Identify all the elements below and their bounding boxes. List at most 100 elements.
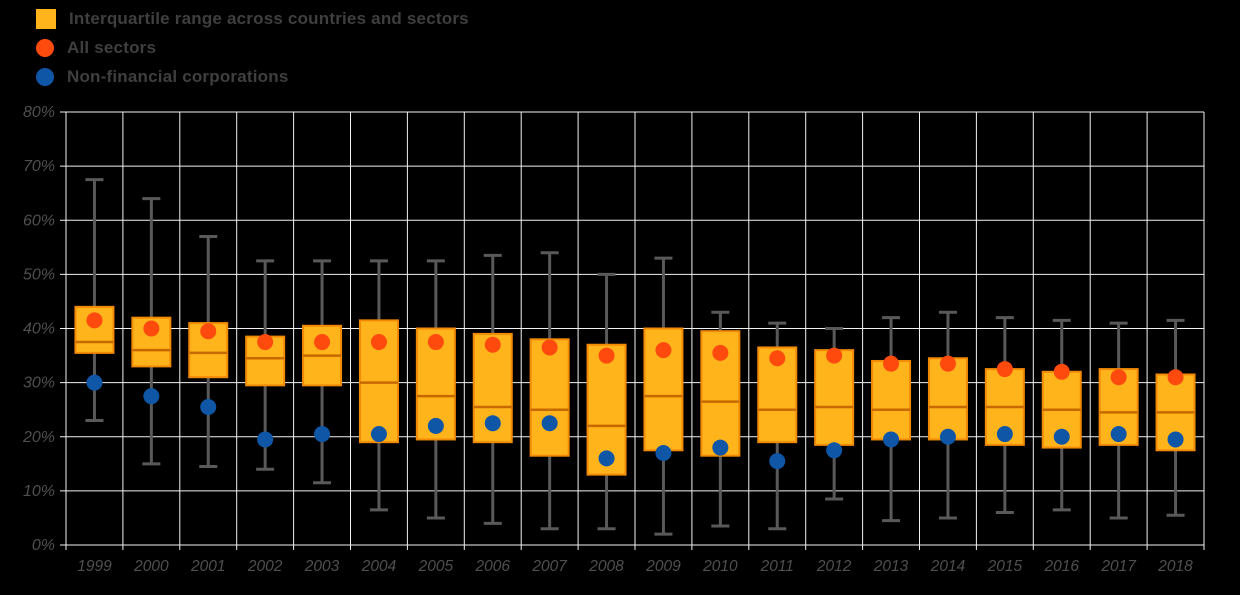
y-tick-label: 10% [23, 483, 55, 500]
all-sectors-dot [143, 320, 160, 337]
boxplot-2017 [1098, 321, 1139, 520]
nfc-dot [1167, 431, 1184, 448]
chart-legend: Interquartile range across countries and… [36, 4, 469, 91]
boxplot-2005 [415, 259, 456, 520]
x-tick-label: 2018 [1157, 558, 1193, 575]
all-sectors-swatch-icon [36, 38, 54, 57]
y-tick-label: 30% [23, 375, 55, 392]
y-tick-label: 70% [23, 158, 55, 175]
all-sectors-dot [712, 344, 729, 361]
nfc-dot [883, 431, 900, 448]
boxplot-2004 [358, 259, 399, 512]
x-tick-label: 2010 [702, 558, 738, 575]
x-tick-label: 2006 [475, 558, 511, 575]
legend-item-iqr: Interquartile range across countries and… [36, 4, 469, 33]
all-sectors-dot [314, 334, 331, 351]
iqr-box [814, 349, 855, 446]
all-sectors-dot [996, 361, 1013, 378]
nfc-dot [86, 374, 103, 391]
x-tick-label: 2005 [418, 558, 454, 575]
all-sectors-dot [370, 334, 387, 351]
all-sectors-dot [86, 312, 103, 329]
all-sectors-dot [655, 342, 672, 359]
y-tick-label: 0% [32, 537, 55, 554]
x-tick-label: 2009 [645, 558, 681, 575]
boxplot-2012 [814, 327, 855, 501]
nfc-dot [826, 442, 843, 459]
iqr-swatch-icon [36, 8, 56, 29]
x-tick-label: 2014 [930, 558, 966, 575]
y-tick-label: 80% [23, 104, 55, 121]
x-tick-label: 2011 [760, 558, 794, 575]
boxplot-2009 [643, 256, 684, 536]
boxplot-2002 [245, 259, 286, 471]
all-sectors-dot [200, 323, 217, 340]
x-tick-label: 2003 [304, 558, 340, 575]
legend-label-iqr: Interquartile range across countries and… [69, 8, 469, 28]
legend-item-nfc: Non-financial corporations [36, 62, 469, 91]
nfc-swatch-icon [36, 67, 54, 86]
y-tick-label: 50% [23, 266, 55, 283]
legend-label-nfc: Non-financial corporations [67, 66, 289, 86]
all-sectors-dot [1167, 369, 1184, 386]
nfc-dot [143, 388, 160, 405]
iqr-box [529, 338, 570, 457]
x-tick-label: 2017 [1100, 558, 1137, 575]
nfc-dot [200, 398, 217, 415]
x-tick-label: 2015 [987, 558, 1023, 575]
nfc-dot [314, 426, 331, 443]
boxplot-2015 [984, 316, 1025, 515]
nfc-dot [712, 439, 729, 456]
x-tick-label: 2007 [531, 558, 568, 575]
y-tick-label: 60% [23, 212, 55, 229]
x-tick-label: 1999 [77, 558, 112, 575]
x-tick-label: 2008 [588, 558, 624, 575]
all-sectors-dot [541, 339, 558, 356]
all-sectors-dot [598, 347, 615, 364]
iqr-box [927, 357, 968, 441]
boxplot-2013 [871, 316, 912, 523]
iqr-box [245, 335, 286, 387]
boxplot-2018 [1155, 318, 1196, 517]
y-tick-label: 40% [23, 321, 55, 338]
boxplot-2014 [927, 310, 968, 520]
boxplot-2001 [188, 234, 229, 469]
nfc-dot [1110, 426, 1127, 443]
boxplot-2008 [586, 272, 627, 531]
boxplot-2016 [1041, 318, 1082, 512]
y-tick-label: 20% [22, 429, 55, 446]
nfc-dot [1053, 428, 1070, 445]
nfc-dot [257, 431, 274, 448]
all-sectors-dot [883, 355, 900, 372]
nfc-dot [427, 417, 444, 434]
boxplot-2000 [131, 197, 172, 466]
boxplot-2006 [472, 253, 513, 525]
all-sectors-dot [484, 336, 501, 353]
nfc-dot [939, 428, 956, 445]
all-sectors-dot [1110, 369, 1127, 386]
x-tick-label: 2012 [816, 558, 852, 575]
iqr-box [871, 359, 912, 441]
nfc-dot [370, 426, 387, 443]
nfc-dot [541, 415, 558, 432]
x-tick-label: 2002 [247, 558, 283, 575]
all-sectors-dot [1053, 363, 1070, 380]
all-sectors-dot [427, 334, 444, 351]
nfc-dot [598, 450, 615, 467]
legend-label-all-sectors: All sectors [67, 37, 157, 57]
nfc-dot [996, 426, 1013, 443]
iqr-box [188, 322, 229, 379]
all-sectors-dot [826, 347, 843, 364]
nfc-dot [769, 453, 786, 470]
all-sectors-dot [939, 355, 956, 372]
boxplot-2007 [529, 251, 570, 531]
boxplot-1999 [74, 178, 115, 423]
boxplot-2010 [700, 310, 741, 528]
nfc-dot [655, 444, 672, 461]
x-tick-label: 2001 [190, 558, 225, 575]
x-tick-label: 2000 [133, 558, 169, 575]
legend-item-all-sectors: All sectors [36, 33, 469, 62]
x-tick-label: 2016 [1044, 558, 1080, 575]
x-tick-label: 2013 [873, 558, 909, 575]
